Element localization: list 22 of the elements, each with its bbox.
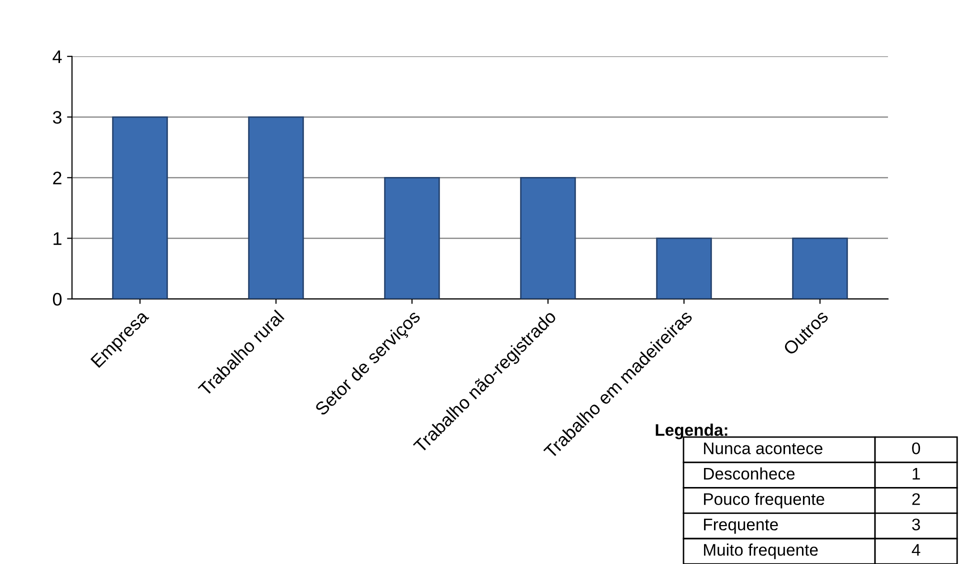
bar [248, 116, 304, 299]
y-tick-label: 3 [52, 110, 62, 124]
y-tick-label: 1 [54, 232, 62, 245]
text: Muito frequente [704, 544, 818, 560]
bar [384, 176, 440, 299]
text: Nunca acontece [704, 442, 822, 454]
text: 3 [912, 518, 920, 530]
bar [112, 116, 168, 299]
text: Legenda: [656, 424, 728, 440]
text: Pouco frequente [704, 492, 824, 508]
text: 4 [912, 544, 920, 556]
bar [520, 176, 576, 299]
bar [792, 238, 848, 299]
y-tick-label: 0 [52, 292, 62, 306]
text: Desconhece [704, 467, 795, 480]
bar [656, 238, 712, 299]
text: 1 [912, 468, 920, 480]
text: Frequente [704, 518, 778, 534]
text: 2 [912, 493, 920, 505]
text: 0 [912, 442, 920, 454]
y-tick-label: 2 [53, 172, 62, 184]
y-tick-label: 4 [52, 50, 62, 63]
